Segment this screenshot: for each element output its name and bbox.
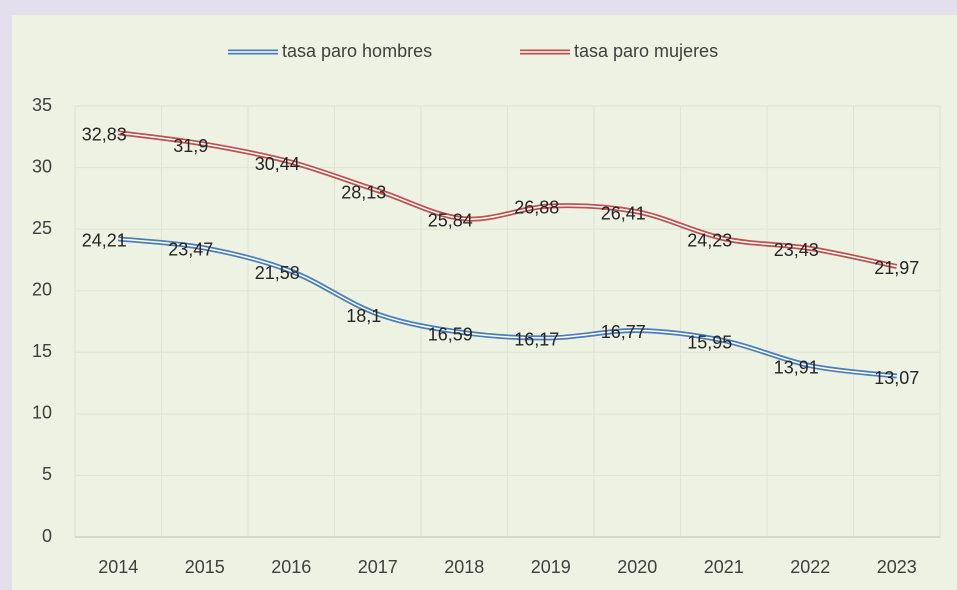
data-label: 24,21 [82, 231, 127, 251]
data-label: 13,91 [774, 357, 819, 377]
series-line-inner [118, 238, 897, 377]
legend-label: tasa paro hombres [282, 41, 432, 61]
data-label: 30,44 [255, 154, 300, 174]
y-tick-label: 0 [42, 526, 52, 546]
x-tick-label: 2022 [790, 557, 830, 577]
y-tick-label: 20 [32, 279, 52, 299]
data-label: 16,59 [428, 324, 473, 344]
data-label: 31,9 [173, 136, 208, 156]
y-tick-label: 10 [32, 403, 52, 423]
data-label: 32,83 [82, 124, 127, 144]
legend-label: tasa paro mujeres [574, 41, 718, 61]
data-label: 18,1 [346, 306, 381, 326]
data-label: 21,97 [874, 258, 919, 278]
data-label: 25,84 [428, 211, 473, 231]
x-tick-label: 2023 [877, 557, 917, 577]
x-tick-label: 2017 [358, 557, 398, 577]
data-label: 23,43 [774, 240, 819, 260]
data-label: 16,17 [514, 330, 559, 350]
x-tick-label: 2015 [185, 557, 225, 577]
x-tick-label: 2020 [617, 557, 657, 577]
y-tick-label: 35 [32, 95, 52, 115]
data-label: 15,95 [687, 332, 732, 352]
x-tick-label: 2014 [98, 557, 138, 577]
x-tick-label: 2019 [531, 557, 571, 577]
chart-area [12, 15, 957, 590]
y-tick-label: 15 [32, 341, 52, 361]
series-line-inner [118, 131, 897, 268]
data-label: 21,58 [255, 263, 300, 283]
data-label: 28,13 [341, 182, 386, 202]
data-label: 23,47 [168, 240, 213, 260]
y-tick-label: 30 [32, 156, 52, 176]
data-label: 24,23 [687, 230, 732, 250]
data-label: 26,41 [601, 204, 646, 224]
data-label: 26,88 [514, 198, 559, 218]
data-label: 16,77 [601, 322, 646, 342]
y-tick-label: 25 [32, 218, 52, 238]
y-tick-label: 5 [42, 464, 52, 484]
x-tick-label: 2021 [704, 557, 744, 577]
data-label: 13,07 [874, 368, 919, 388]
x-tick-label: 2016 [271, 557, 311, 577]
x-tick-label: 2018 [444, 557, 484, 577]
